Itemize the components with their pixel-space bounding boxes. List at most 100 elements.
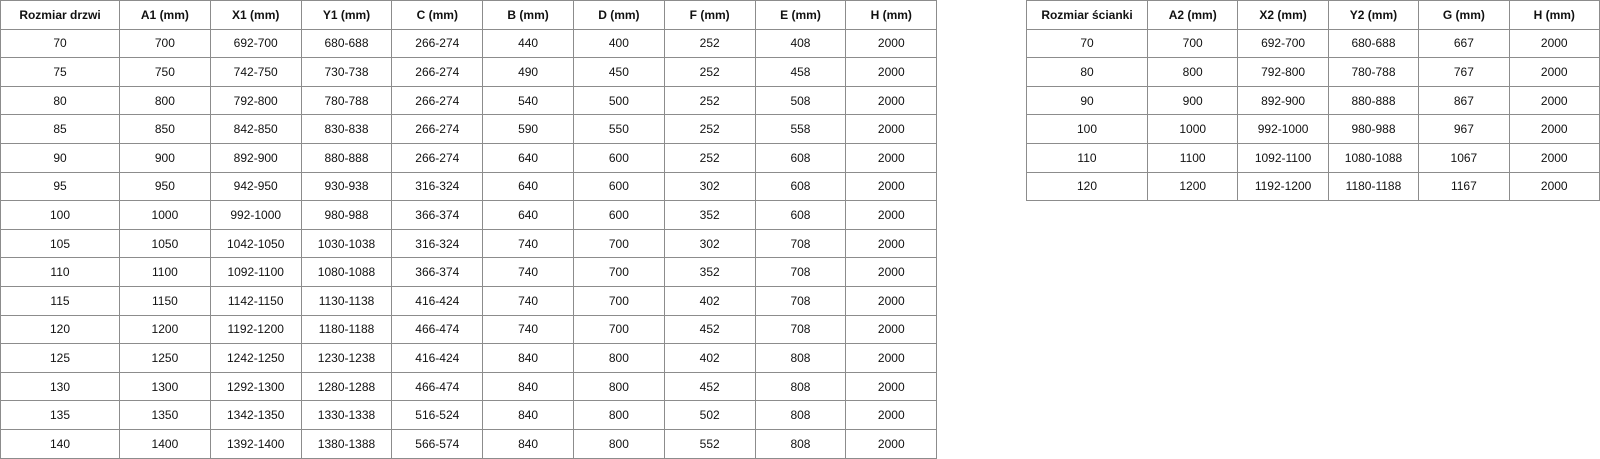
table-cell: 742-750: [209, 57, 302, 87]
table-cell: 830-838: [300, 114, 393, 144]
table-cell: 740: [482, 257, 574, 287]
table-cell: 980-988: [300, 200, 393, 230]
table-cell: 800: [572, 343, 665, 373]
table-cell: 740: [482, 314, 574, 345]
table-cell: 105: [0, 228, 120, 259]
table-cell: 842-850: [209, 114, 302, 144]
table-cell: 792-800: [209, 85, 302, 116]
table-cell: 967: [1418, 114, 1510, 144]
table-cell: 1330-1338: [300, 400, 393, 430]
table-cell: 700: [572, 228, 665, 259]
table-cell: 840: [482, 428, 574, 459]
table-cell: 2000: [845, 371, 938, 402]
table-cell: 2000: [1508, 85, 1600, 116]
table-cell: 780-788: [300, 85, 393, 116]
table-cell: 2000: [845, 171, 938, 202]
table-cell: 1292-1300: [209, 371, 302, 402]
column-header: H (mm): [1508, 0, 1600, 30]
table-cell: 800: [1146, 57, 1239, 87]
table-cell: 892-900: [1237, 85, 1329, 116]
table-cell: 266-274: [391, 57, 484, 87]
table-cell: 640: [482, 171, 574, 202]
table-cell: 440: [482, 28, 574, 59]
table-cell: 640: [482, 142, 574, 173]
table-cell: 2000: [845, 257, 938, 287]
table-cell: 508: [754, 85, 847, 116]
table-cell: 2000: [845, 314, 938, 345]
table-cell: 1100: [1146, 142, 1239, 173]
table-cell: 708: [754, 228, 847, 259]
column-header: A1 (mm): [119, 0, 211, 30]
table-cell: 1180-1188: [300, 314, 393, 345]
table-cell: 730-738: [300, 57, 393, 87]
table-cell: 892-900: [209, 142, 302, 173]
column-header: D (mm): [572, 0, 665, 30]
table-cell: 2000: [1508, 114, 1600, 144]
table-row: 95 950 942-950 930-938 316-324 640 600 302 608 20…: [0, 171, 938, 202]
table-cell: 1142-1150: [209, 285, 302, 316]
table-cell: 1400: [119, 428, 211, 459]
column-header: Y1 (mm): [300, 0, 393, 30]
table-cell: 1080-1088: [300, 257, 393, 287]
table-cell: 90: [0, 142, 120, 173]
table-cell: 1150: [119, 285, 211, 316]
table-cell: 640: [482, 200, 574, 230]
table-cell: 252: [663, 28, 756, 59]
table-cell: 1092-1100: [209, 257, 302, 287]
column-header: G (mm): [1418, 0, 1510, 30]
table-cell: 708: [754, 257, 847, 287]
table-cell: 2000: [845, 57, 938, 87]
table-row: 80 800 792-800 780-788 266-274 540 500 252 508 20…: [0, 85, 938, 116]
table-cell: 90: [1026, 85, 1148, 116]
table-cell: 400: [572, 28, 665, 59]
table-cell: 2000: [845, 114, 938, 144]
column-header: B (mm): [482, 0, 574, 30]
table-cell: 566-574: [391, 428, 484, 459]
table-cell: 767: [1418, 57, 1510, 87]
table-cell: 800: [119, 85, 211, 116]
table-cell: 266-274: [391, 114, 484, 144]
table-cell: 316-324: [391, 171, 484, 202]
table-cell: 266-274: [391, 142, 484, 173]
table-cell: 840: [482, 371, 574, 402]
table-row: 90 900 892-900 880-888 266-274 640 600 252 608 20…: [0, 142, 938, 173]
table-cell: 808: [754, 371, 847, 402]
wall-dimensions-table: Rozmiar ścianki A2 (mm) X2 (mm) Y2 (mm) G (m…: [1026, 0, 1600, 202]
table-row: 125 1250 1242-1250 1230-1238 416-424 840 800 40…: [0, 343, 938, 373]
table-cell: 600: [572, 171, 665, 202]
table-row: 100 1000 992-1000 980-988 967 2000: [1026, 114, 1600, 144]
table-cell: 608: [754, 200, 847, 230]
table-cell: 1080-1088: [1327, 142, 1420, 173]
table-cell: 708: [754, 285, 847, 316]
table-cell: 452: [663, 371, 756, 402]
table-cell: 2000: [845, 428, 938, 459]
table-cell: 2000: [845, 343, 938, 373]
table-cell: 558: [754, 114, 847, 144]
table-cell: 302: [663, 228, 756, 259]
table-cell: 780-788: [1327, 57, 1420, 87]
table-cell: 408: [754, 28, 847, 59]
column-header: X1 (mm): [209, 0, 302, 30]
table-cell: 1300: [119, 371, 211, 402]
table-cell: 452: [663, 314, 756, 345]
table-cell: 500: [572, 85, 665, 116]
table-cell: 2000: [1508, 28, 1600, 59]
table-cell: 692-700: [209, 28, 302, 59]
table-cell: 70: [1026, 28, 1148, 59]
table-cell: 115: [0, 285, 120, 316]
table-cell: 867: [1418, 85, 1510, 116]
table-cell: 402: [663, 343, 756, 373]
table-row: 70 700 692-700 680-688 266-274 440 400 252 408 20…: [0, 28, 938, 59]
table-cell: 2000: [845, 28, 938, 59]
table-cell: 1180-1188: [1327, 171, 1420, 202]
table-cell: 930-938: [300, 171, 393, 202]
table-cell: 402: [663, 285, 756, 316]
table-cell: 808: [754, 428, 847, 459]
table-row: 100 1000 992-1000 980-988 366-374 640 600 352 60…: [0, 200, 938, 230]
table-cell: 366-374: [391, 257, 484, 287]
table-cell: 1000: [1146, 114, 1239, 144]
door-dimensions-table: Rozmiar drzwi A1 (mm) X1 (mm) Y1 (mm) C (mm)…: [0, 0, 938, 459]
table-cell: 590: [482, 114, 574, 144]
table-cell: 740: [482, 228, 574, 259]
column-header: Rozmiar ścianki: [1026, 0, 1148, 30]
